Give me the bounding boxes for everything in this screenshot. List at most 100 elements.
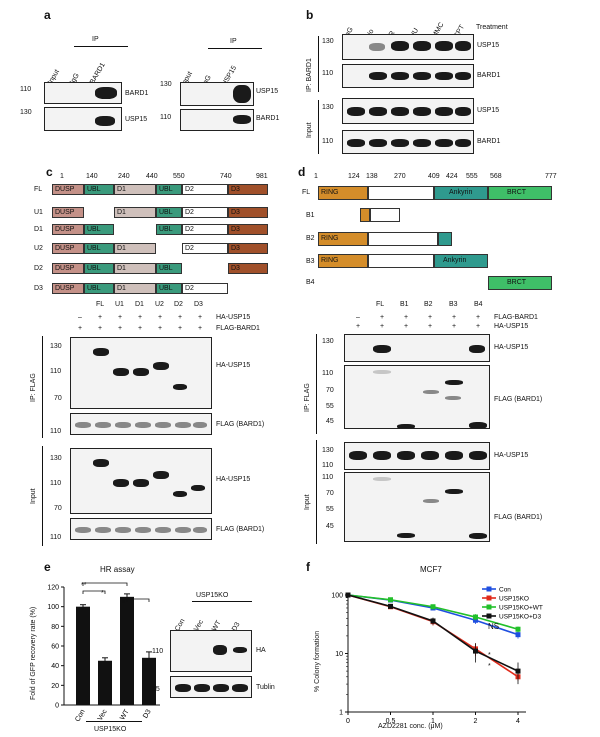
- mw-label: 110: [160, 114, 172, 121]
- mw-label: 110: [50, 428, 62, 435]
- y-tick-label: 20: [51, 683, 59, 690]
- sign: +: [380, 323, 385, 330]
- domain-b1-head: [360, 208, 370, 222]
- data-point: [345, 592, 351, 598]
- domain-d1: D1: [114, 243, 156, 254]
- construct-name: D2: [34, 265, 43, 272]
- domain-d2: D2: [182, 283, 228, 294]
- row-label: BARD1: [125, 90, 149, 97]
- row-label: HA-USP15: [216, 476, 251, 483]
- data-point: [430, 618, 436, 624]
- sign: +: [428, 314, 433, 321]
- row-label: USP15: [477, 107, 500, 114]
- chart-xlabel: AZD2281 conc. (μM): [378, 723, 443, 730]
- domain-ring: RING: [318, 186, 368, 200]
- lane-label: U2: [155, 301, 164, 308]
- lane-label: FL: [96, 301, 105, 308]
- blot-e-ha: [170, 630, 252, 672]
- sign: +: [380, 314, 385, 321]
- domain-dusp: DUSP: [52, 207, 84, 218]
- row-label: USP15: [256, 88, 279, 95]
- panel-e-letter: e: [44, 560, 51, 574]
- sig-annotation: *: [488, 652, 491, 659]
- colony-line-chart: 1 10 100 0 0.5 1 2 4 Con USP15KO USP15KO+WT USP15K…: [331, 586, 543, 725]
- domain-ubl: UBL: [156, 184, 182, 195]
- pos-label: 138: [366, 173, 378, 180]
- lane-label: D2: [174, 301, 183, 308]
- domain-ring: RING: [318, 232, 368, 246]
- legend-marker: [486, 613, 492, 619]
- construct-name: U1: [34, 209, 43, 216]
- panel-a-letter: a: [44, 8, 51, 22]
- construct-name: B4: [306, 279, 315, 286]
- sign: +: [98, 314, 103, 321]
- sign: +: [158, 325, 163, 332]
- x-tick-label: 0.5: [386, 718, 396, 725]
- row-label: USP15: [125, 116, 148, 123]
- legend-label: USP15KO+D3: [499, 614, 541, 621]
- mw-label: 70: [326, 387, 334, 394]
- linker: [368, 186, 434, 200]
- sign: +: [404, 314, 409, 321]
- mw-label: 130: [322, 38, 334, 45]
- domain-ubl: UBL: [84, 184, 114, 195]
- mw-label: 110: [322, 138, 334, 145]
- legend-label: USP15KO: [499, 596, 529, 603]
- mw-label: 110: [322, 474, 334, 481]
- mw-label: 130: [50, 343, 62, 350]
- pos-label: 270: [394, 173, 406, 180]
- row-label: FLAG (BARD1): [216, 526, 265, 533]
- domain-ubl: UBL: [84, 224, 114, 235]
- sign: +: [178, 314, 183, 321]
- x-tick-label: WT: [119, 708, 131, 722]
- row-label: FLAG (BARD1): [494, 514, 543, 521]
- domain-d3: D3: [228, 184, 268, 195]
- pos-label: 1: [314, 173, 318, 180]
- sign: +: [476, 314, 481, 321]
- chart-title: MCF7: [420, 565, 442, 574]
- construct-name: D1: [34, 226, 43, 233]
- mw-label: 70: [54, 395, 62, 402]
- panel-b-letter: b: [306, 8, 314, 22]
- legend-marker: [486, 586, 492, 592]
- y-tick-label: 40: [51, 663, 59, 670]
- pos-label: 740: [220, 173, 232, 180]
- row-label: FLAG (BARD1): [216, 421, 265, 428]
- row-label: HA-USP15: [494, 344, 529, 351]
- construct-name: U2: [34, 245, 43, 252]
- sig-annotation: *: [488, 663, 491, 670]
- row-label: HA-USP15: [216, 362, 251, 369]
- mw-label: 130: [50, 455, 62, 462]
- blot-b-in-bard1: [342, 130, 474, 154]
- mw-label: 110: [322, 370, 334, 377]
- domain-d3: D3: [228, 243, 268, 254]
- mw-label: 70: [326, 490, 334, 497]
- bar: [120, 596, 134, 705]
- domain-ankyrin: Ankyrin: [434, 186, 488, 200]
- mw-label: 110: [322, 70, 334, 77]
- blot-usp15: [180, 82, 254, 106]
- blot-c-ip-flag: [70, 413, 212, 435]
- domain-ubl: UBL: [84, 263, 114, 274]
- hr-ylabel: Fold of GFP recovery rate (%): [30, 606, 37, 700]
- sign: +: [452, 323, 457, 330]
- sign: +: [476, 323, 481, 330]
- bar: [98, 660, 112, 705]
- blot-c-in-flag: [70, 518, 212, 540]
- sig-mark: **: [81, 582, 87, 589]
- blot-b-ip-usp15: [342, 34, 474, 60]
- domain-ubl: UBL: [156, 283, 182, 294]
- sign: +: [158, 314, 163, 321]
- blot-d-ip-ha: [344, 334, 490, 362]
- sign: +: [138, 325, 143, 332]
- data-point: [388, 603, 393, 609]
- domain-ring: RING: [318, 254, 368, 268]
- row-label: Tublin: [256, 684, 275, 691]
- row-label: BARD1: [477, 72, 501, 79]
- blot-c-ip-ha: [70, 337, 212, 409]
- mw-label: 55: [152, 686, 160, 693]
- row-flag-label: FLAG-BARD1: [494, 314, 538, 321]
- sig-bracket: [126, 598, 150, 602]
- lane-label: D1: [135, 301, 144, 308]
- mw-label: 130: [322, 338, 334, 345]
